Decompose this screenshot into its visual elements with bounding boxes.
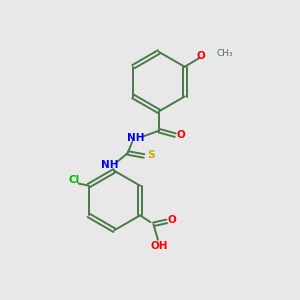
Text: O: O bbox=[168, 215, 176, 225]
Text: O: O bbox=[196, 51, 206, 62]
Text: O: O bbox=[176, 130, 185, 140]
Text: Cl: Cl bbox=[68, 175, 80, 185]
Text: S: S bbox=[147, 150, 154, 161]
Text: NH: NH bbox=[101, 160, 118, 170]
Text: OH: OH bbox=[151, 241, 168, 251]
Text: CH₃: CH₃ bbox=[217, 49, 233, 58]
Text: NH: NH bbox=[127, 133, 145, 143]
